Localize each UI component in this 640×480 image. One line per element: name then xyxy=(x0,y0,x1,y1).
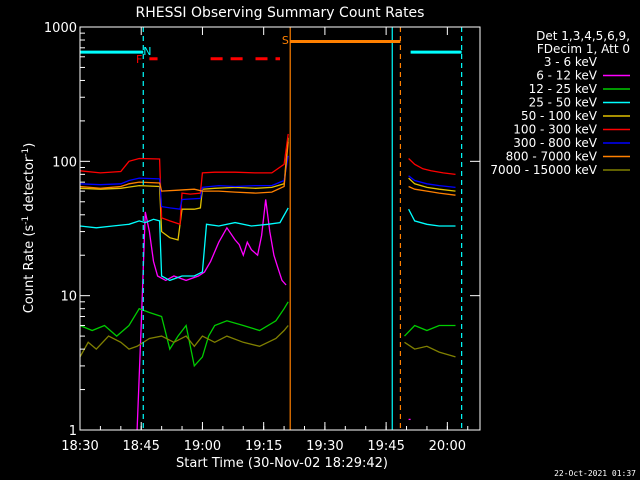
y-tick-label: 1 xyxy=(69,424,77,439)
series-line xyxy=(408,177,456,192)
plot-data-group xyxy=(79,133,456,431)
y-axis-label: Count Rate (s-1 detector-1) xyxy=(21,143,37,314)
series-line xyxy=(79,137,289,241)
legend-entry-label: 6 - 12 keV xyxy=(536,69,598,83)
series-line xyxy=(136,199,287,431)
y-tick-label: 10 xyxy=(60,290,77,305)
legend-entry-label: 7000 - 15000 keV xyxy=(490,163,597,177)
x-axis: 18:30 18:45 19:00 19:15 19:30 19:45 20:00 xyxy=(61,27,469,454)
flag-label: N xyxy=(143,45,151,58)
legend-entry-label: 100 - 300 keV xyxy=(513,123,597,137)
x-axis-label: Start Time (30-Nov-02 18:29:42) xyxy=(176,456,388,471)
legend-entry-label: 300 - 800 keV xyxy=(513,136,597,150)
x-tick-label: 18:45 xyxy=(122,439,159,454)
x-tick-label: 20:00 xyxy=(429,439,466,454)
chart-title: RHESSI Observing Summary Count Rates xyxy=(136,5,425,21)
x-tick-label: 19:30 xyxy=(306,439,343,454)
series-line xyxy=(408,185,456,196)
y-axis: 1 10 100 1000 xyxy=(44,21,480,439)
legend-entry-label: 12 - 25 keV xyxy=(529,82,598,96)
series-line xyxy=(79,325,289,358)
x-tick-label: 19:15 xyxy=(245,439,282,454)
legend-entry-label: 25 - 50 keV xyxy=(529,96,598,110)
series-line xyxy=(408,208,456,227)
date-stamp: 22-Oct-2021 01:37 xyxy=(554,469,636,478)
series-line xyxy=(79,301,289,368)
legend-header-1: Det 1,3,4,5,6,9, xyxy=(536,29,630,43)
series-line xyxy=(79,133,289,226)
legend: Det 1,3,4,5,6,9, FDecim 1, Att 0 3 - 6 k… xyxy=(490,29,630,177)
plot-frame xyxy=(79,26,481,431)
legend-entry-label: 3 - 6 keV xyxy=(544,55,598,69)
flag-label: F xyxy=(136,53,142,66)
y-tick-label: 1000 xyxy=(44,21,77,36)
annotations-group: NF S xyxy=(80,27,463,430)
series-line xyxy=(142,201,287,431)
series-line xyxy=(79,207,289,282)
legend-header-2: FDecim 1, Att 0 xyxy=(537,42,630,56)
x-tick-label: 19:45 xyxy=(367,439,404,454)
series-line xyxy=(408,158,456,176)
series-line xyxy=(404,324,456,337)
flag-label: S xyxy=(282,34,289,47)
series-line xyxy=(408,175,456,189)
series-line xyxy=(79,155,289,210)
y-tick-label: 100 xyxy=(52,155,77,170)
x-tick-label: 18:30 xyxy=(61,439,98,454)
legend-entry-label: 50 - 100 keV xyxy=(521,109,598,123)
x-tick-label: 19:00 xyxy=(184,439,221,454)
series-line xyxy=(404,341,456,358)
series-line xyxy=(79,141,289,194)
legend-entry-label: 800 - 7000 keV xyxy=(506,150,598,164)
